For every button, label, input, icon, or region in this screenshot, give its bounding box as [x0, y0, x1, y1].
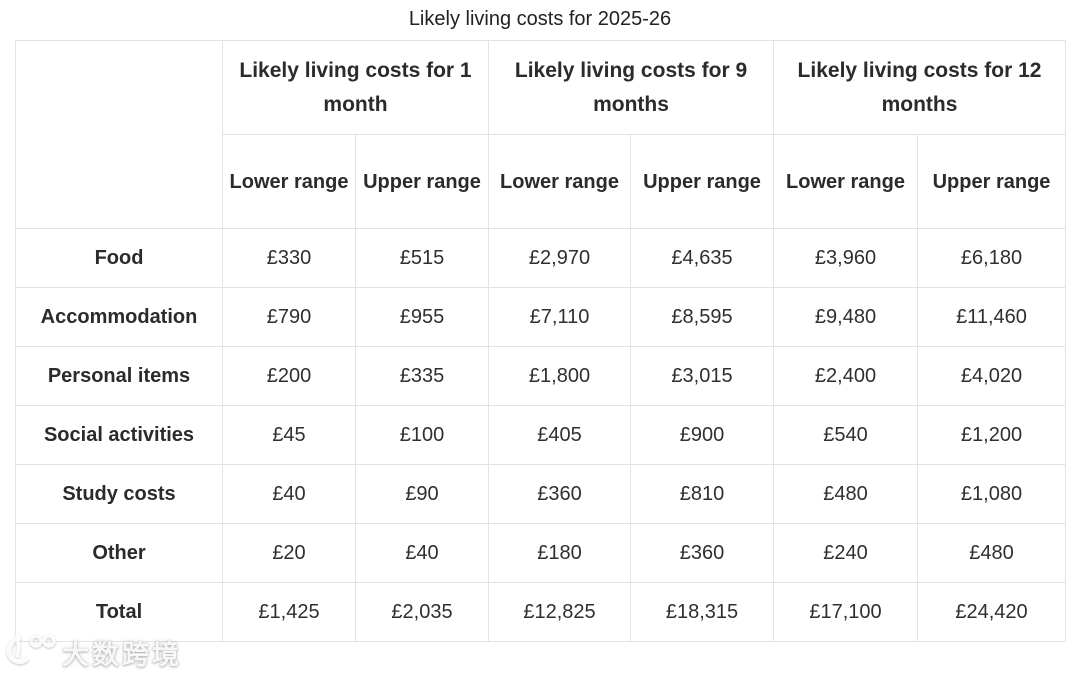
cost-cell: £24,420: [917, 582, 1067, 642]
cost-cell: £3,015: [630, 346, 775, 406]
page-title: Likely living costs for 2025-26: [408, 8, 672, 30]
group-header-9-months: Likely living costs for 9 months: [488, 40, 775, 135]
cost-cell: £12,825: [488, 582, 632, 642]
row-label: Social activities: [15, 405, 223, 465]
cost-cell: £240: [773, 523, 919, 583]
cost-cell: £45: [222, 405, 356, 465]
cost-cell: £480: [773, 464, 919, 524]
cost-cell: £180: [488, 523, 632, 583]
cost-cell: £900: [630, 405, 775, 465]
cost-cell: £17,100: [773, 582, 919, 642]
corner-cell: [15, 40, 223, 229]
cost-cell: £515: [354, 228, 490, 288]
table-row: Personal items £200 £335 £1,800 £3,015 £2,400…: [15, 346, 1067, 406]
cost-cell: £200: [222, 346, 356, 406]
cost-cell: £1,425: [222, 582, 356, 642]
row-label: Food: [15, 228, 223, 288]
group-header-row: Likely living costs for 1 month Likely l…: [15, 40, 1067, 229]
subheader-row: Lower range Upper range Lower range Uppe…: [16, 134, 1067, 229]
table-row: Other £20 £40 £180 £360 £240 £480: [15, 523, 1067, 583]
cost-cell: £3,960: [773, 228, 919, 288]
cost-cell: £335: [354, 346, 490, 406]
cost-cell: £4,020: [917, 346, 1067, 406]
cost-cell: £8,595: [630, 287, 775, 347]
living-costs-table: Likely living costs for 1 month Likely l…: [15, 40, 1067, 642]
cost-cell: £1,080: [917, 464, 1067, 524]
subheader-cell: Upper range: [917, 134, 1067, 229]
cost-cell: £2,400: [773, 346, 919, 406]
cost-cell: £4,635: [630, 228, 775, 288]
table-row: Study costs £40 £90 £360 £810 £480 £1,080: [15, 464, 1067, 524]
cost-cell: £7,110: [488, 287, 632, 347]
cost-cell: £2,970: [488, 228, 632, 288]
cost-cell: £18,315: [630, 582, 775, 642]
row-label: Accommodation: [15, 287, 223, 347]
table-row: Accommodation £790 £955 £7,110 £8,595 £9,480 £…: [15, 287, 1067, 347]
row-label: Total: [15, 582, 223, 642]
cost-cell: £1,800: [488, 346, 632, 406]
cost-cell: £1,200: [917, 405, 1067, 465]
cost-cell: £955: [354, 287, 490, 347]
cost-cell: £405: [488, 405, 632, 465]
cost-cell: £6,180: [917, 228, 1067, 288]
subheader-cell: Lower range: [773, 134, 919, 229]
table-row: Total £1,425 £2,035 £12,825 £18,315 £17,100 £2…: [15, 582, 1067, 642]
cost-cell: £90: [354, 464, 490, 524]
cost-cell: £810: [630, 464, 775, 524]
cost-cell: £2,035: [354, 582, 490, 642]
group-header-1-month: Likely living costs for 1 month: [221, 40, 490, 135]
cost-cell: £480: [917, 523, 1067, 583]
table-row: Social activities £45 £100 £405 £900 £540 £1,2…: [15, 405, 1067, 465]
cost-cell: £100: [354, 405, 490, 465]
group-header-12-months: Likely living costs for 12 months: [773, 40, 1067, 135]
cost-cell: £40: [354, 523, 490, 583]
subheader-cell: Upper range: [354, 134, 490, 229]
subheader-cell: Lower range: [488, 134, 632, 229]
cost-cell: £330: [222, 228, 356, 288]
row-label: Study costs: [15, 464, 223, 524]
cost-cell: £360: [630, 523, 775, 583]
subheader-cell: Upper range: [630, 134, 775, 229]
subheader-cell: Lower range: [222, 134, 356, 229]
cost-cell: £11,460: [917, 287, 1067, 347]
cost-cell: £20: [222, 523, 356, 583]
row-label: Other: [15, 523, 223, 583]
table-row: Food £330 £515 £2,970 £4,635 £3,960 £6,180: [15, 228, 1067, 288]
row-label: Personal items: [15, 346, 223, 406]
living-costs-table-body: Food £330 £515 £2,970 £4,635 £3,960 £6,180 Acco…: [15, 228, 1067, 642]
cost-cell: £360: [488, 464, 632, 524]
cost-cell: £790: [222, 287, 356, 347]
cost-cell: £40: [222, 464, 356, 524]
cost-cell: £9,480: [773, 287, 919, 347]
cost-cell: £540: [773, 405, 919, 465]
